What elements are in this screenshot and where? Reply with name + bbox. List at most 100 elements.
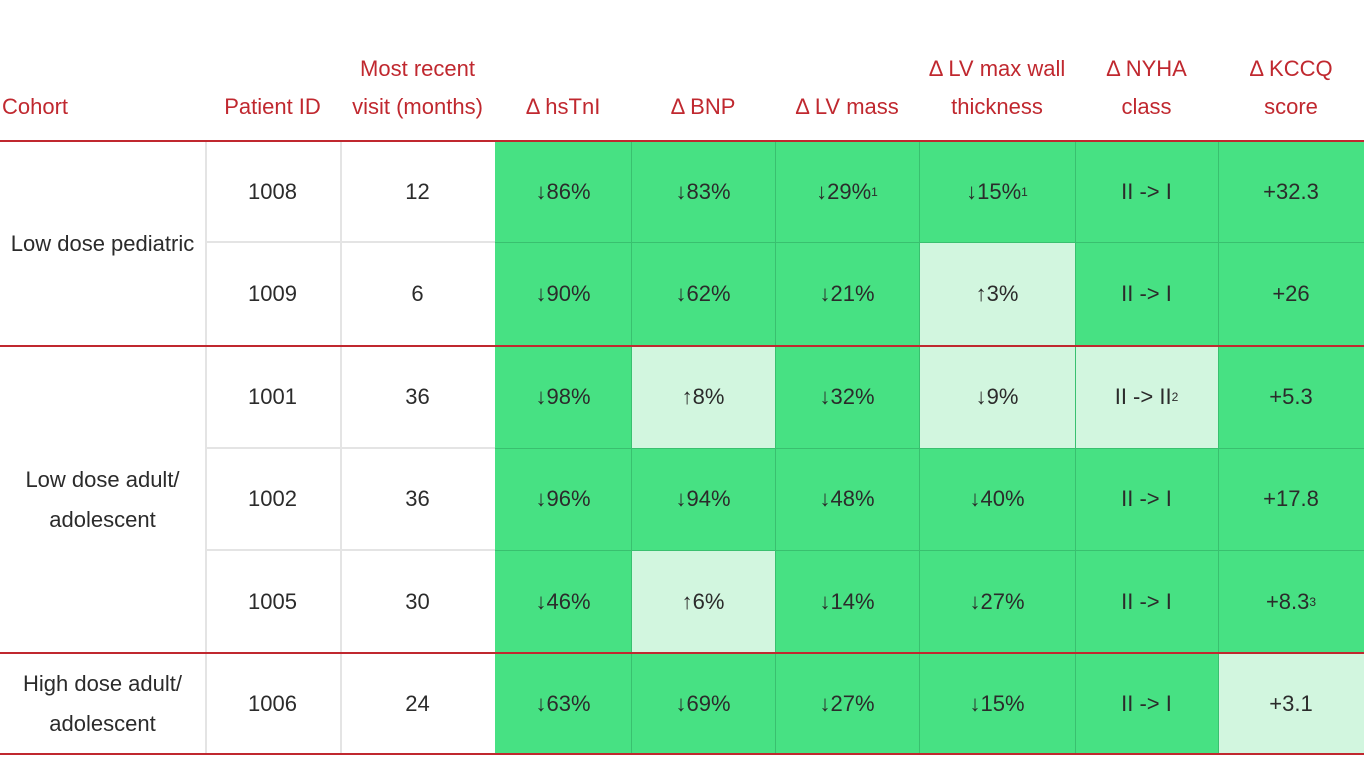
- cell-value: ↓40%: [969, 486, 1025, 511]
- footnote-marker: 2: [1171, 390, 1179, 404]
- cell-visit: 6: [340, 242, 495, 346]
- header-hstni: Δ hsTnI: [495, 48, 631, 126]
- cell-value: +8.3: [1265, 588, 1310, 614]
- cell-value: ↓46%: [535, 588, 591, 614]
- cell-kccq: +32.3: [1218, 141, 1364, 242]
- cell-value: ↓90%: [535, 281, 591, 306]
- cell-value: ↓96%: [535, 486, 591, 511]
- cohort-label: Low dose adult/adolescent: [0, 346, 205, 653]
- cell-hstni: ↓90%: [495, 242, 631, 346]
- cell-value: II -> I: [1121, 691, 1172, 716]
- cell-lv-wall: ↓15%: [919, 653, 1075, 755]
- cell-bnp: ↓83%: [631, 141, 775, 242]
- header-lv-mass: Δ LV mass: [775, 48, 919, 126]
- cell-value: ↓86%: [535, 178, 591, 204]
- cohort-label-line: Low dose adult/: [25, 466, 180, 492]
- cohort-label-line: adolescent: [49, 711, 156, 736]
- cell-divider: [495, 242, 1364, 243]
- header-visit: Most recent visit (months): [340, 48, 495, 126]
- section-divider: [0, 140, 1364, 142]
- cell-value: ↓27%: [819, 691, 875, 716]
- cell-kccq: +26: [1218, 242, 1364, 346]
- cell-value: 1009: [248, 281, 297, 306]
- cell-value: +5.3: [1269, 384, 1313, 409]
- cell-value: ↓98%: [535, 384, 591, 409]
- cell-value: 1005: [248, 588, 297, 614]
- cell-hstni: ↓96%: [495, 448, 631, 550]
- cell-hstni: ↓86%: [495, 141, 631, 242]
- cell-value: II -> I: [1121, 178, 1172, 204]
- cell-value: ↓69%: [675, 691, 731, 716]
- cell-value: 6: [411, 281, 424, 306]
- cohort-label-line: High dose adult/: [23, 671, 182, 696]
- header-line: class: [1121, 94, 1172, 119]
- cell-value: II -> I: [1121, 281, 1172, 306]
- header-line: Most recent: [360, 56, 475, 81]
- cell-value: +3.1: [1269, 691, 1313, 716]
- header-cohort: Cohort: [2, 48, 205, 126]
- cell-value: ↓21%: [819, 281, 875, 306]
- cell-lv-mass: ↓14%: [775, 550, 919, 653]
- cell-value: ↓9%: [975, 384, 1019, 409]
- cohort-label: High dose adult/adolescent: [0, 653, 205, 755]
- cell-kccq: +5.3: [1218, 346, 1364, 448]
- cell-bnp: ↑6%: [631, 550, 775, 653]
- cell-visit: 24: [340, 653, 495, 755]
- cell-divider: [495, 550, 1364, 551]
- cell-lv-wall: ↓9%: [919, 346, 1075, 448]
- cell-lv-mass: ↓21%: [775, 242, 919, 346]
- cohort-label-line: Low dose pediatric: [10, 230, 195, 256]
- cell-patient-id: 1008: [205, 141, 340, 242]
- header-line: Δ BNP: [670, 94, 736, 119]
- cell-nyha: II -> I: [1075, 550, 1218, 653]
- cell-value: ↓48%: [819, 486, 875, 511]
- cell-patient-id: 1005: [205, 550, 340, 653]
- row-divider: [205, 549, 495, 551]
- header-line: Δ hsTnI: [525, 94, 601, 119]
- cell-value: ↓15%: [969, 691, 1025, 716]
- cell-lv-mass: ↓27%: [775, 653, 919, 755]
- cell-value: 1001: [248, 384, 297, 409]
- row-divider: [205, 447, 495, 449]
- cell-bnp: ↓94%: [631, 448, 775, 550]
- cell-value: 36: [405, 384, 430, 409]
- cell-value: II -> I: [1121, 486, 1172, 511]
- cell-patient-id: 1006: [205, 653, 340, 755]
- cell-nyha: II -> I: [1075, 653, 1218, 755]
- cell-nyha: II -> I: [1075, 448, 1218, 550]
- column-divider: [205, 141, 207, 755]
- header-nyha: Δ NYHA class: [1075, 48, 1218, 126]
- cell-value: ↓15%: [966, 178, 1022, 204]
- cell-value: ↑3%: [975, 281, 1019, 306]
- cell-value: 1006: [248, 691, 297, 716]
- cell-value: +32.3: [1263, 178, 1319, 204]
- footnote-marker: 1: [871, 184, 878, 199]
- cell-value: ↑6%: [681, 588, 725, 614]
- footnote-marker: 3: [1309, 594, 1317, 609]
- cell-value: ↓29%: [816, 178, 872, 204]
- cell-lv-mass: ↓32%: [775, 346, 919, 448]
- cell-lv-wall: ↓40%: [919, 448, 1075, 550]
- header-line: thickness: [951, 94, 1043, 119]
- cell-patient-id: 1002: [205, 448, 340, 550]
- cell-visit: 36: [340, 346, 495, 448]
- cell-nyha: II -> II 2: [1075, 346, 1218, 448]
- cell-value: 30: [405, 588, 430, 614]
- section-divider: [0, 753, 1364, 755]
- cell-value: ↑8%: [681, 384, 725, 409]
- cell-divider: [495, 448, 1364, 449]
- cell-hstni: ↓46%: [495, 550, 631, 653]
- header-line: Δ LV max wall: [928, 56, 1066, 81]
- header-line: visit (months): [352, 94, 483, 119]
- header-line: Δ LV mass: [795, 94, 899, 119]
- cell-value: ↓63%: [535, 691, 591, 716]
- cell-lv-wall: ↓27%: [919, 550, 1075, 653]
- header-line: Patient ID: [224, 94, 321, 119]
- cell-value: ↓62%: [675, 281, 731, 306]
- cell-value: +26: [1272, 281, 1310, 306]
- cell-hstni: ↓98%: [495, 346, 631, 448]
- cell-value: 1008: [248, 178, 297, 204]
- footnote-marker: 1: [1021, 184, 1028, 199]
- header-line: Δ NYHA: [1106, 56, 1187, 81]
- cell-nyha: II -> I: [1075, 242, 1218, 346]
